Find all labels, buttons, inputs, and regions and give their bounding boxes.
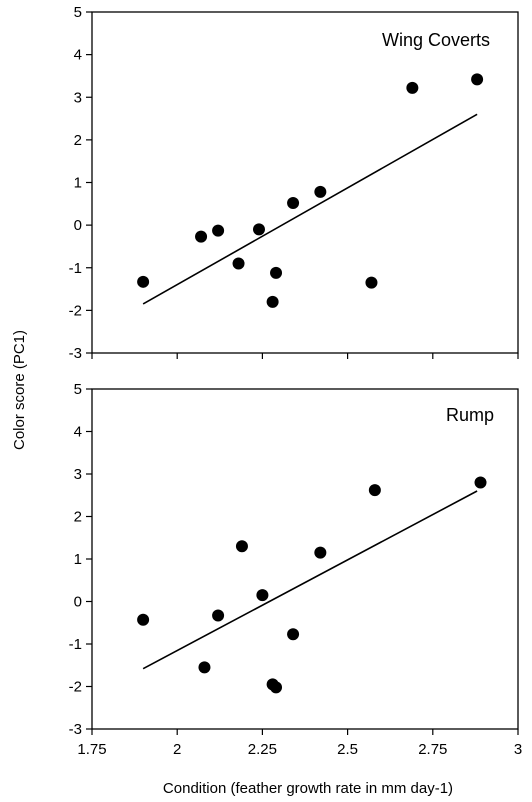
panel-label: Wing Coverts — [382, 30, 490, 50]
regression-line — [142, 113, 478, 305]
chart-panel-1: -3 -2 -1 0 1 2 3 4 5 Wing Coverts — [69, 4, 519, 362]
data-point — [314, 546, 327, 559]
y-tick-label: 0 — [74, 217, 82, 234]
x-tick-label: 1.75 — [77, 741, 106, 758]
data-point — [212, 224, 225, 237]
x-tick-label: 2.25 — [248, 741, 277, 758]
y-tick-label: -2 — [69, 679, 82, 696]
data-point — [198, 661, 211, 674]
data-point — [256, 589, 269, 602]
y-tick-label: -3 — [69, 345, 82, 362]
data-point — [270, 266, 283, 279]
y-tick-label: -1 — [69, 636, 82, 653]
plot-frame — [91, 388, 519, 730]
plot-frame — [91, 11, 519, 354]
data-point — [287, 628, 300, 641]
y-tick-label: -1 — [69, 260, 82, 277]
data-point — [314, 185, 327, 198]
x-tick-label: 2.5 — [337, 741, 358, 758]
y-axis-title: Color score (PC1) — [11, 330, 28, 450]
data-point — [195, 230, 208, 243]
y-tick-label: 2 — [74, 509, 82, 526]
y-tick-label: 3 — [74, 466, 82, 483]
data-point — [212, 609, 225, 622]
data-point — [287, 196, 300, 209]
y-tick-label: 5 — [74, 381, 82, 398]
regression-line — [142, 490, 478, 670]
y-tick-label: 2 — [74, 132, 82, 149]
data-point — [365, 276, 378, 289]
data-point — [471, 73, 484, 86]
data-point — [368, 484, 381, 497]
y-tick-label: 4 — [74, 47, 82, 64]
x-tick-label: 3 — [514, 741, 522, 758]
y-tick-label: 1 — [74, 551, 82, 568]
y-tick-label: -2 — [69, 302, 82, 319]
y-tick-label: 4 — [74, 424, 82, 441]
x-axis-title: Condition (feather growth rate in mm day… — [163, 780, 453, 797]
y-tick-label: 5 — [74, 4, 82, 21]
y-tick-label: 3 — [74, 89, 82, 106]
data-point — [270, 681, 283, 694]
panel-label: Rump — [446, 405, 494, 425]
data-point — [252, 223, 265, 236]
x-tick-label: 2.75 — [418, 741, 447, 758]
y-tick-label: 0 — [74, 594, 82, 611]
x-tick-label: 2 — [173, 741, 181, 758]
chart-panel-2: -3 -2 -1 0 1 2 3 4 5 1.75 2 2.25 2.5 2.75 3 Rump — [69, 381, 523, 758]
data-point — [232, 257, 245, 270]
y-tick-label: 1 — [74, 175, 82, 192]
data-point — [235, 540, 248, 553]
data-point — [474, 476, 487, 489]
data-point — [137, 613, 150, 626]
data-point — [406, 81, 419, 94]
y-tick-label: -3 — [69, 721, 82, 738]
data-point — [137, 275, 150, 288]
data-point — [266, 295, 279, 308]
